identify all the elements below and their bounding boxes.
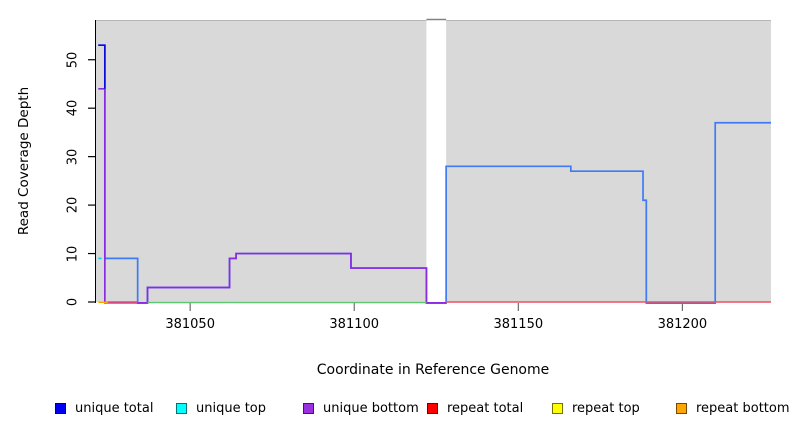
legend-swatch-icon [552,402,563,414]
legend-swatch-icon [676,402,687,414]
legend-swatch-icon [303,402,314,414]
x-tick-label: 381050 [165,317,215,332]
legend-item-unique-bottom: unique bottom [303,400,419,416]
gap-band [426,14,447,302]
series-unique-total-start-spike [98,44,106,89]
legend-label: unique bottom [323,400,419,416]
x-tick-label: 381200 [657,317,708,332]
legend-item-repeat-total: repeat total [427,400,523,416]
legend-item-repeat-bottom: repeat bottom [676,400,790,416]
y-tick-label: 50 [65,51,81,68]
y-tick-label: 40 [65,99,81,117]
y-tick-label: 30 [65,148,81,165]
legend-item-unique-total: unique total [55,400,153,416]
legend-label: unique total [75,400,154,416]
legend-swatch-icon [176,402,187,414]
series-unique-bottom [98,87,447,304]
legend-label: repeat total [447,400,524,416]
legend-item-repeat-top: repeat top [552,400,640,416]
legend-swatch-icon [55,402,66,414]
legend-swatch-icon [427,402,438,414]
chart-legend: unique total unique top unique bottom repea… [0,400,792,424]
y-tick-label: 20 [65,196,81,214]
legend-label: repeat top [572,400,640,416]
x-tick-label: 381100 [329,317,380,332]
legend-label: unique top [196,400,267,416]
legend-item-unique-top: unique top [176,400,266,416]
y-tick-label: 0 [65,297,81,307]
x-tick-label: 381150 [493,317,544,332]
y-tick-label: 10 [65,245,81,262]
legend-label: repeat bottom [696,400,790,416]
y-axis-label: Read Coverage Depth [16,86,32,236]
x-axis-label: Coordinate in Reference Genome [316,362,550,378]
